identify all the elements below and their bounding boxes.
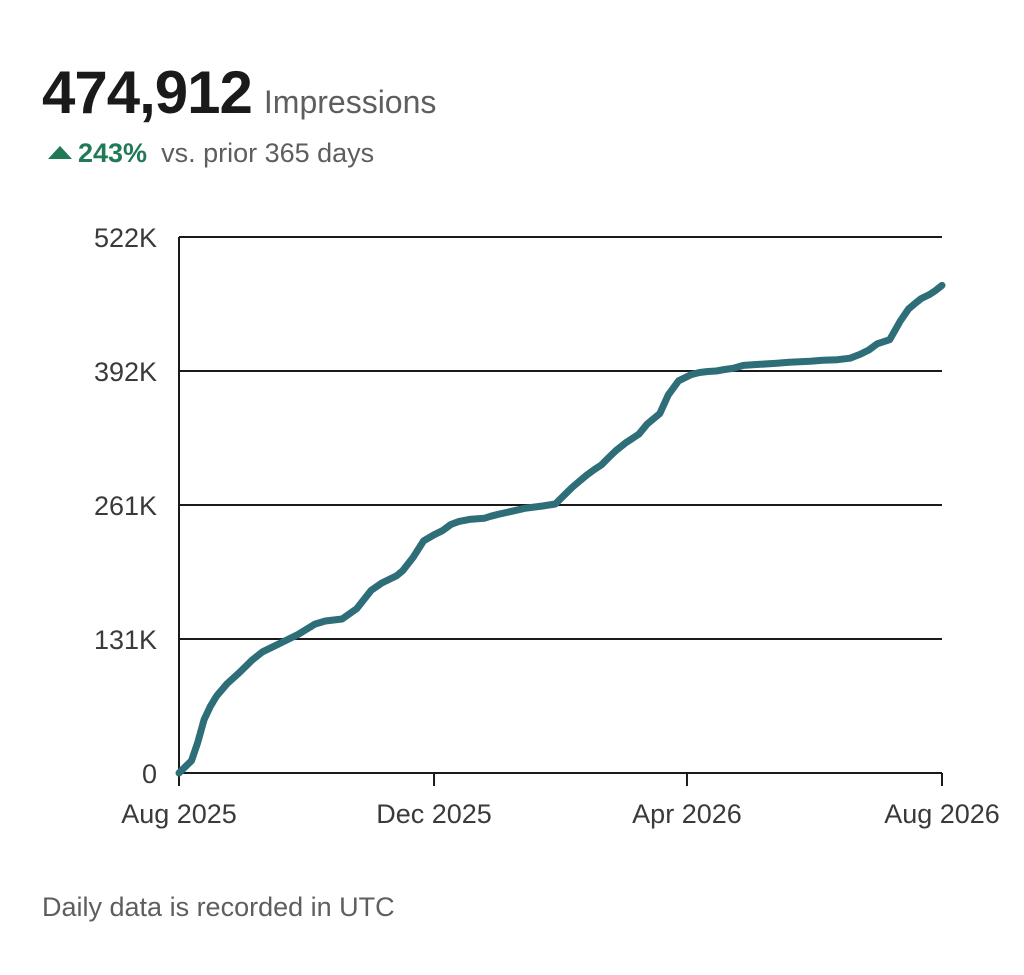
y-tick-label: 392K: [94, 357, 157, 387]
impressions-series-line: [175, 281, 946, 777]
triangle-up-icon: [48, 146, 72, 159]
x-tick-label: Apr 2026: [632, 799, 742, 829]
y-tick-label: 261K: [94, 491, 157, 521]
delta-text: vs. prior 365 days: [161, 138, 375, 168]
headline: 474,912 Impressions: [42, 58, 436, 127]
footnote: Daily data is recorded in UTC: [42, 892, 395, 922]
delta-value: 243%: [78, 138, 148, 168]
x-tick-label: Aug 2026: [884, 799, 1000, 829]
y-tick-label: 131K: [94, 625, 157, 655]
y-tick-label: 0: [142, 759, 157, 789]
impressions-total: 474,912: [42, 59, 253, 126]
metric-label: Impressions: [263, 84, 437, 120]
delta-comparison: 243% vs. prior 365 days: [48, 138, 374, 169]
y-tick-label: 522K: [94, 223, 157, 253]
x-tick-label: Dec 2025: [376, 799, 492, 829]
x-tick-label: Aug 2025: [121, 799, 237, 829]
